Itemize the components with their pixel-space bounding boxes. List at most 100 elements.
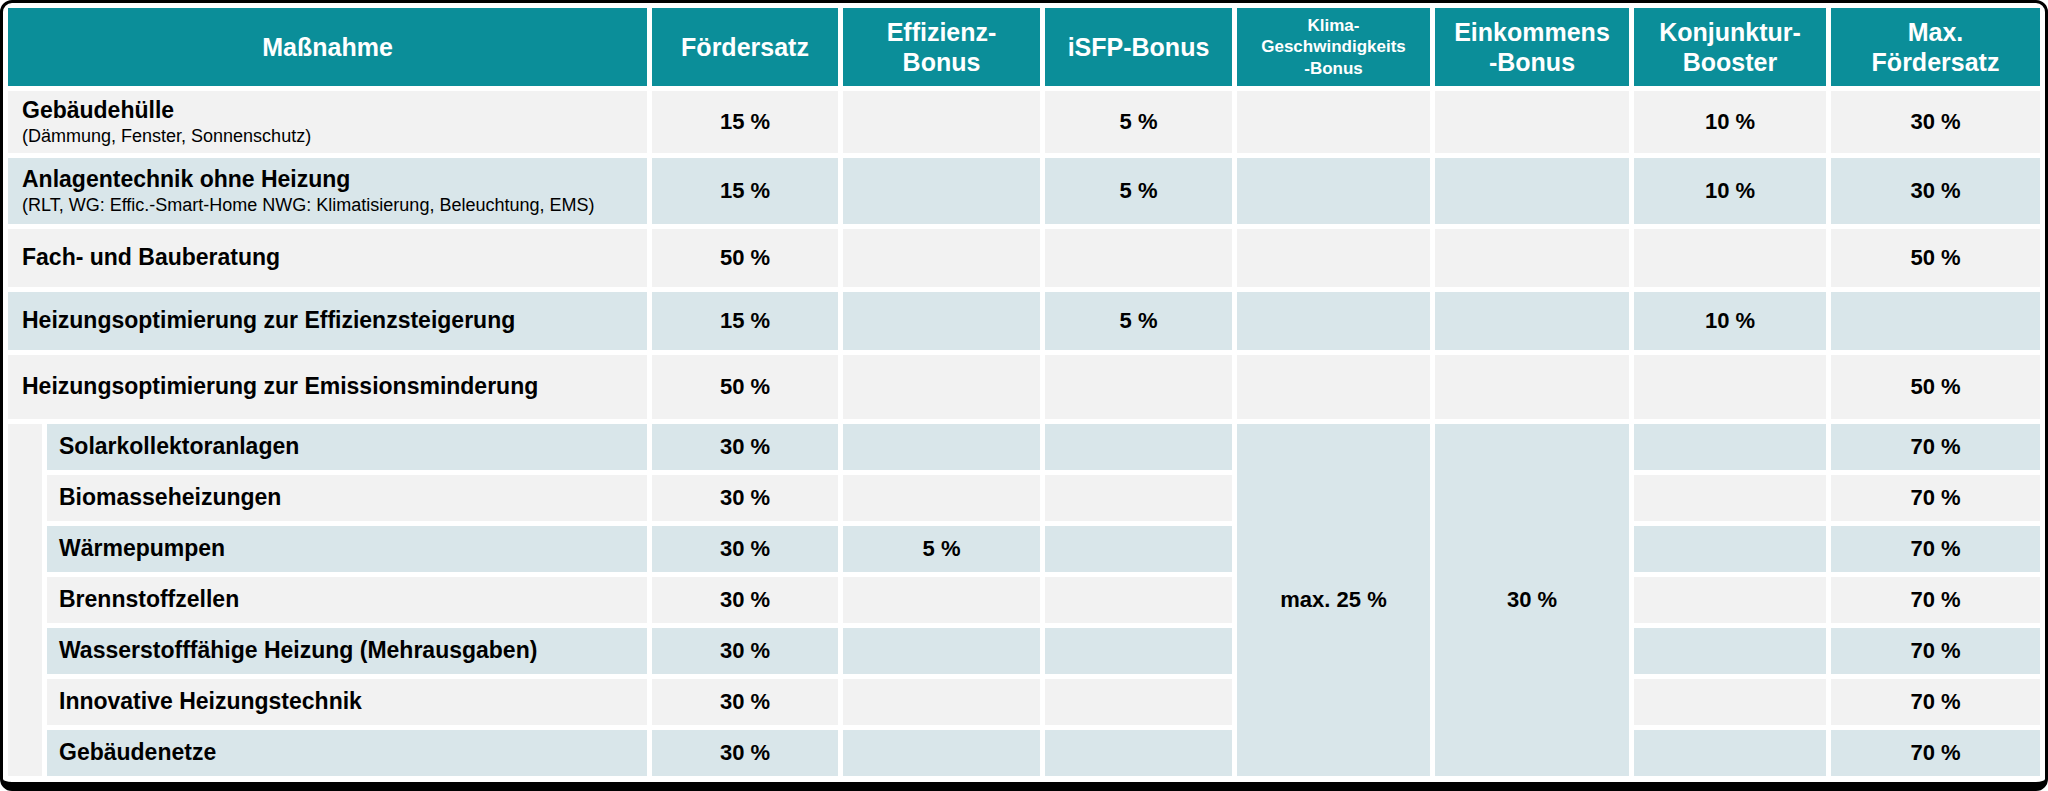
header-line: -Bonus (1241, 58, 1426, 79)
row-title: Gebäudehülle (22, 97, 637, 125)
cell-konjunktur-booster (1634, 628, 1826, 674)
table-row-anlagentechnik: Anlagentechnik ohne Heizung (RLT, WG: Ef… (8, 158, 2040, 224)
row-title-cell: Wasserstofffähige Heizung (Mehrausgaben) (47, 628, 647, 674)
row-title-cell: Heizungsoptimierung zur Effizienzsteiger… (8, 292, 647, 350)
funding-table-frame: Maßnahme Fördersatz Effizienz- Bonus iSF… (0, 0, 2048, 791)
cell-konjunktur-booster (1634, 679, 1826, 725)
row-title: Biomasseheizungen (59, 484, 637, 512)
row-title-cell: Biomasseheizungen (47, 475, 647, 521)
header-line: Booster (1638, 47, 1822, 77)
cell-max-foerdersatz: 50 % (1831, 229, 2040, 287)
col-header-effizienz-bonus: Effizienz- Bonus (843, 8, 1040, 86)
cell-konjunktur-booster: 10 % (1634, 292, 1826, 350)
cell-isfp-bonus (1045, 475, 1232, 521)
header-line: -Bonus (1439, 47, 1625, 77)
header-line: Konjunktur- (1638, 17, 1822, 47)
cell-effizienz-bonus (843, 628, 1040, 674)
cell-max-foerdersatz: 70 % (1831, 577, 2040, 623)
cell-isfp-bonus (1045, 577, 1232, 623)
header-row: Maßnahme Fördersatz Effizienz- Bonus iSF… (8, 8, 2040, 86)
col-header-isfp-bonus: iSFP-Bonus (1045, 8, 1232, 86)
row-title-cell: Heizungsoptimierung zur Emissionsminderu… (8, 355, 647, 419)
cell-konjunktur-booster (1634, 229, 1826, 287)
table-row-brennstoffzellen: Brennstoffzellen 30 % 70 % (8, 577, 2040, 623)
cell-konjunktur-booster (1634, 526, 1826, 572)
cell-konjunktur-booster (1634, 424, 1826, 470)
cell-isfp-bonus (1045, 526, 1232, 572)
row-title: Wärmepumpen (59, 535, 637, 563)
cell-foerdersatz: 15 % (652, 158, 838, 224)
cell-klima-bonus (1237, 355, 1430, 419)
header-line: Klima- (1241, 15, 1426, 36)
row-title-cell: Brennstoffzellen (47, 577, 647, 623)
cell-effizienz-bonus (843, 91, 1040, 153)
row-title: Solarkollektoranlagen (59, 433, 637, 461)
cell-isfp-bonus: 5 % (1045, 158, 1232, 224)
table-row-wasserstofffaehige-heizung: Wasserstofffähige Heizung (Mehrausgaben)… (8, 628, 2040, 674)
cell-isfp-bonus: 5 % (1045, 91, 1232, 153)
cell-foerdersatz: 30 % (652, 730, 838, 776)
row-title-cell: Solarkollektoranlagen (47, 424, 647, 470)
merged-klima-bonus-cell: max. 25 % (1237, 424, 1430, 776)
cell-konjunktur-booster (1634, 475, 1826, 521)
header-line: Max. (1835, 17, 2036, 47)
row-title-cell: Fach- und Bauberatung (8, 229, 647, 287)
cell-isfp-bonus: 5 % (1045, 292, 1232, 350)
cell-isfp-bonus (1045, 628, 1232, 674)
cell-foerdersatz: 30 % (652, 628, 838, 674)
row-title-cell: Innovative Heizungstechnik (47, 679, 647, 725)
cell-foerdersatz: 15 % (652, 292, 838, 350)
row-title: Fach- und Bauberatung (22, 244, 637, 272)
cell-konjunktur-booster (1634, 355, 1826, 419)
cell-konjunktur-booster: 10 % (1634, 91, 1826, 153)
row-title: Heizungsoptimierung zur Effizienzsteiger… (22, 307, 637, 335)
row-title: Gebäudenetze (59, 739, 637, 767)
row-title-cell: Wärmepumpen (47, 526, 647, 572)
funding-rates-table: Maßnahme Fördersatz Effizienz- Bonus iSF… (3, 3, 2045, 781)
cell-einkommens-bonus (1435, 292, 1629, 350)
col-header-foerdersatz: Fördersatz (652, 8, 838, 86)
col-header-klima-geschwindigkeits-bonus: Klima- Geschwindigkeits -Bonus (1237, 8, 1430, 86)
row-title: Wasserstofffähige Heizung (Mehrausgaben) (59, 637, 637, 665)
cell-effizienz-bonus (843, 158, 1040, 224)
table-row-heizungsoptimierung-effizienz: Heizungsoptimierung zur Effizienzsteiger… (8, 292, 2040, 350)
header-line: Geschwindigkeits (1241, 36, 1426, 57)
cell-konjunktur-booster (1634, 730, 1826, 776)
cell-foerdersatz: 50 % (652, 229, 838, 287)
cell-effizienz-bonus (843, 577, 1040, 623)
header-line: Fördersatz (1835, 47, 2036, 77)
row-title: Brennstoffzellen (59, 586, 637, 614)
table-row-waermepumpen: Wärmepumpen 30 % 5 % 70 % (8, 526, 2040, 572)
cell-effizienz-bonus (843, 679, 1040, 725)
heating-group-indent-cell (8, 424, 42, 776)
cell-konjunktur-booster: 10 % (1634, 158, 1826, 224)
cell-foerdersatz: 50 % (652, 355, 838, 419)
cell-max-foerdersatz: 70 % (1831, 424, 2040, 470)
cell-effizienz-bonus (843, 292, 1040, 350)
cell-klima-bonus (1237, 229, 1430, 287)
col-header-massnahme: Maßnahme (8, 8, 647, 86)
header-line: Effizienz- (847, 17, 1036, 47)
header-line: Bonus (847, 47, 1036, 77)
header-line: Einkommens (1439, 17, 1625, 47)
cell-foerdersatz: 15 % (652, 91, 838, 153)
cell-klima-bonus (1237, 158, 1430, 224)
cell-max-foerdersatz: 70 % (1831, 679, 2040, 725)
col-header-max-foerdersatz: Max. Fördersatz (1831, 8, 2040, 86)
cell-isfp-bonus (1045, 229, 1232, 287)
cell-foerdersatz: 30 % (652, 526, 838, 572)
row-subtitle: (RLT, WG: Effic.-Smart-Home NWG: Klimati… (22, 194, 637, 217)
cell-effizienz-bonus (843, 229, 1040, 287)
cell-foerdersatz: 30 % (652, 679, 838, 725)
table-row-heizungsoptimierung-emission: Heizungsoptimierung zur Emissionsminderu… (8, 355, 2040, 419)
row-title: Heizungsoptimierung zur Emissionsminderu… (22, 373, 637, 401)
cell-max-foerdersatz: 70 % (1831, 526, 2040, 572)
row-subtitle: (Dämmung, Fenster, Sonnenschutz) (22, 125, 637, 148)
merged-einkommens-bonus-cell: 30 % (1435, 424, 1629, 776)
cell-klima-bonus (1237, 292, 1430, 350)
cell-max-foerdersatz: 30 % (1831, 91, 2040, 153)
row-title: Anlagentechnik ohne Heizung (22, 166, 637, 194)
row-title-cell: Anlagentechnik ohne Heizung (RLT, WG: Ef… (8, 158, 647, 224)
cell-konjunktur-booster (1634, 577, 1826, 623)
cell-isfp-bonus (1045, 424, 1232, 470)
